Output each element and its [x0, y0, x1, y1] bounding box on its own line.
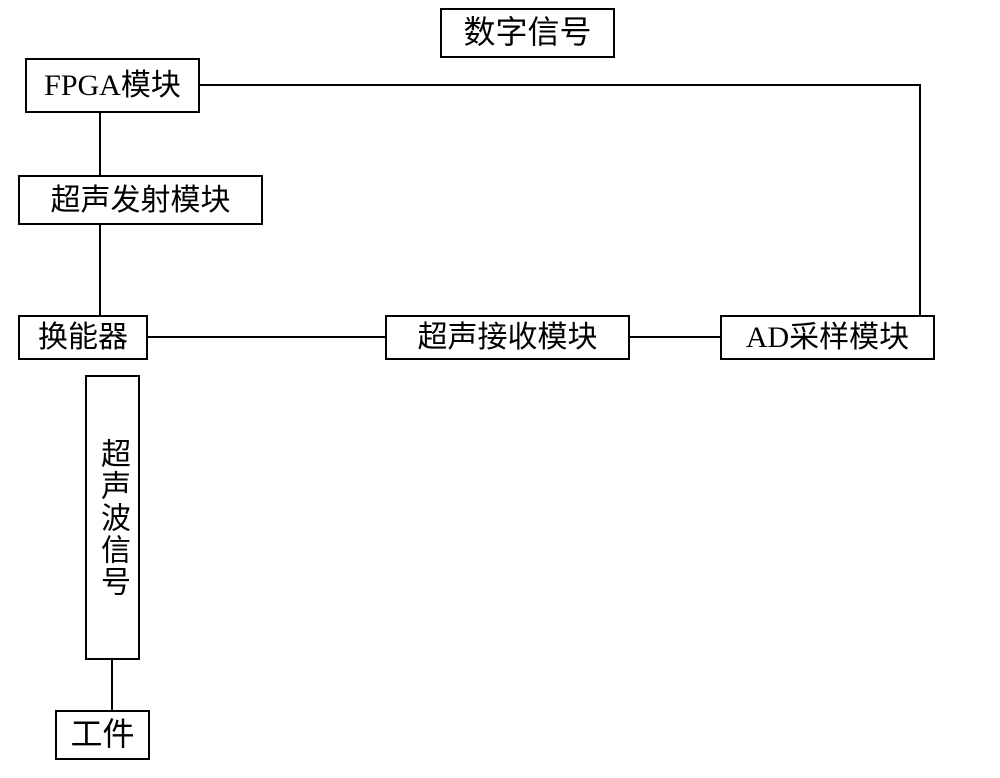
node-digital-signal: 数字信号 — [440, 8, 615, 58]
node-tx-module: 超声发射模块 — [18, 175, 263, 225]
edge-adc-fpga-h — [200, 84, 921, 86]
edge-rx-adc — [630, 336, 720, 338]
node-rx-module: 超声接收模块 — [385, 315, 630, 360]
edge-adc-fpga-v — [919, 84, 921, 315]
node-ultrasonic-wave: 超声波信号 — [85, 375, 140, 660]
node-label: 换能器 — [38, 321, 128, 354]
node-label: 数字信号 — [463, 15, 591, 50]
node-label: 工件 — [70, 717, 134, 752]
edge-fpga-tx — [99, 113, 101, 175]
node-label: AD采样模块 — [746, 321, 909, 354]
node-workpiece: 工件 — [55, 710, 150, 760]
node-transducer: 换能器 — [18, 315, 148, 360]
node-adc-module: AD采样模块 — [720, 315, 935, 360]
edge-wave-workpiece — [111, 660, 113, 710]
edge-transducer-rx — [148, 336, 385, 338]
node-label: FPGA模块 — [44, 69, 181, 102]
node-fpga: FPGA模块 — [25, 58, 200, 113]
node-label: 超声发射模块 — [51, 184, 231, 217]
node-label: 超声接收模块 — [418, 321, 598, 354]
edge-tx-transducer — [99, 225, 101, 315]
node-label: 超声波信号 — [96, 438, 129, 598]
